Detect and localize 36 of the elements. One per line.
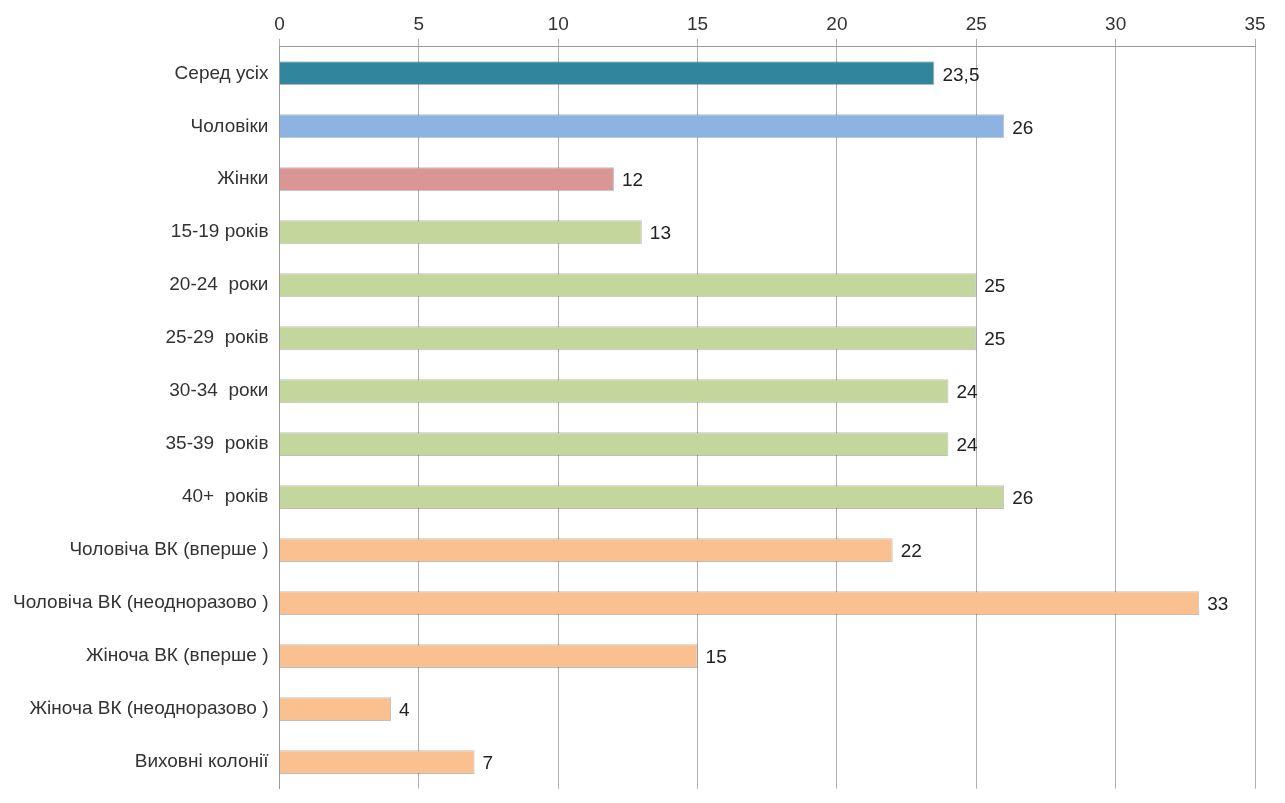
y-tick-label: 15-19 років [170,220,269,242]
x-tick-label: 30 [1105,12,1127,34]
y-tick-label: 35-39 років [165,432,269,454]
x-tick-label: 20 [826,12,848,34]
data-label: 4 [398,699,410,721]
y-tick-label: Чоловіки [190,114,269,136]
data-label: 15 [705,646,727,668]
y-tick-label: 25-29 років [165,326,269,348]
y-tick-label: Жінки [217,167,269,189]
x-tick-label: 5 [413,12,425,34]
x-tick-label: 0 [274,12,285,34]
data-label: 25 [984,275,1006,297]
data-label: 13 [649,222,671,244]
x-tick-label: 35 [1244,12,1266,34]
x-tick-label: 25 [965,12,987,34]
y-tick-label: 30-34 роки [169,379,269,401]
y-tick-label: Виховні колонії [134,750,270,772]
data-label: 26 [1012,487,1034,509]
data-label: 26 [1012,116,1034,138]
x-tick-label: 10 [547,12,569,34]
data-label: 24 [956,434,978,456]
x-tick-label: 15 [686,12,709,34]
data-label: 25 [984,328,1006,350]
y-tick-label: Серед усіх [174,61,269,83]
data-label: 12 [621,169,644,191]
y-tick-label: Жіноча ВК (вперше ) [86,644,269,666]
y-tick-label: 20-24 роки [169,273,269,295]
data-label: 22 [900,540,922,562]
data-label: 33 [1207,593,1229,615]
y-tick-label: Жіноча ВК (неодноразово ) [29,697,269,719]
data-label: 24 [956,381,978,403]
y-tick-label: Чоловіча ВК (неодноразово ) [13,591,269,613]
data-label: 7 [482,752,494,774]
data-label: 23,5 [942,63,980,85]
y-tick-label: Чоловіча ВК (вперше ) [69,538,269,560]
y-tick-label: 40+ років [181,485,269,507]
